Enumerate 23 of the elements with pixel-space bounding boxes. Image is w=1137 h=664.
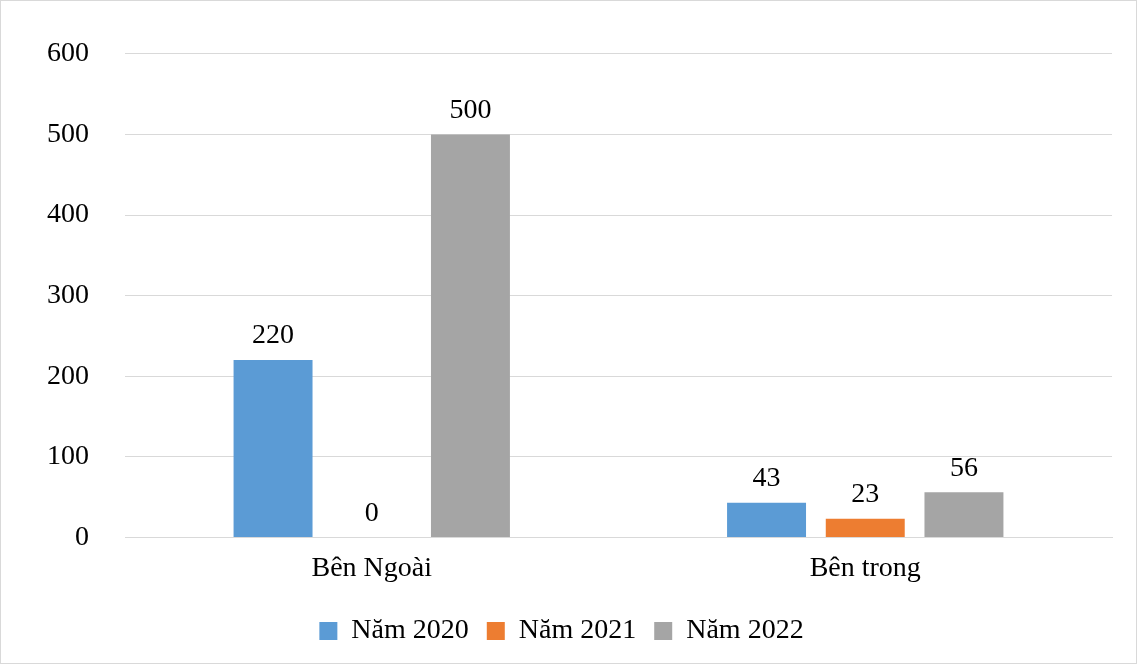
x-tick-label: Bên Ngoài [311,550,433,582]
bar [233,360,313,537]
bar [825,518,905,537]
data-label: 500 [449,92,492,124]
y-tick-label: 0 [75,519,89,551]
y-tick-label: 200 [47,358,89,390]
y-tick-label: 400 [47,197,89,229]
data-label: 0 [364,495,379,527]
bar [727,502,807,537]
data-label: 43 [752,461,781,493]
bar [430,134,510,537]
x-tick-label: Bên trong [809,550,921,582]
data-label: 23 [851,477,880,509]
y-tick-label: 600 [47,36,89,68]
y-tick-label: 300 [47,277,89,309]
y-tick-label: 500 [47,116,89,148]
legend-label: Năm 2021 [518,613,637,645]
legend-label: Năm 2020 [351,613,469,645]
data-label: 56 [949,450,978,482]
bar [924,492,1004,537]
y-tick-label: 100 [47,439,89,471]
data-label: 220 [252,318,295,350]
legend-label: Năm 2022 [686,613,804,645]
